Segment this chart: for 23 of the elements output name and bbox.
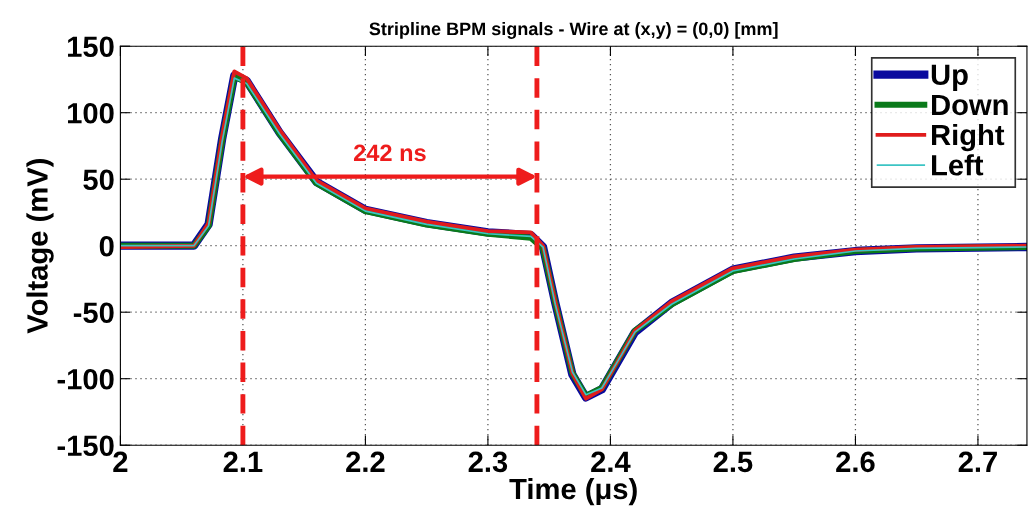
y-tick-label: 150	[68, 36, 114, 58]
x-tick-label: 2.7	[958, 451, 997, 472]
x-axis-title: Time (μs)	[509, 477, 637, 506]
y-axis-title: Voltage (mV)	[26, 159, 54, 334]
chart-title: Stripline BPM signals - Wire at (x,y) = (0,0) [mm]	[369, 22, 778, 39]
x-tick-label: 2.5	[713, 451, 753, 473]
x-tick-label: 2.1	[223, 451, 263, 472]
y-tick-label: 100	[68, 102, 114, 124]
x-tick-label: 2	[113, 451, 128, 472]
legend-label: Left	[932, 154, 984, 176]
legend-label: Up	[931, 64, 968, 91]
x-tick-label: 2.3	[468, 451, 508, 473]
legend-label: Down	[932, 94, 1008, 116]
y-tick-label: 0	[99, 235, 114, 257]
y-tick-label: -150	[57, 435, 114, 457]
x-tick-label: 2.4	[591, 451, 631, 472]
legend-label: Right	[932, 123, 1005, 152]
annotation: 242 ns	[353, 144, 426, 162]
x-tick-label: 2.2	[346, 451, 385, 472]
y-tick-label: -50	[73, 302, 114, 324]
y-tick-label: 50	[83, 169, 114, 191]
y-tick-label: -100	[57, 368, 114, 390]
x-tick-label: 2.6	[836, 451, 875, 473]
